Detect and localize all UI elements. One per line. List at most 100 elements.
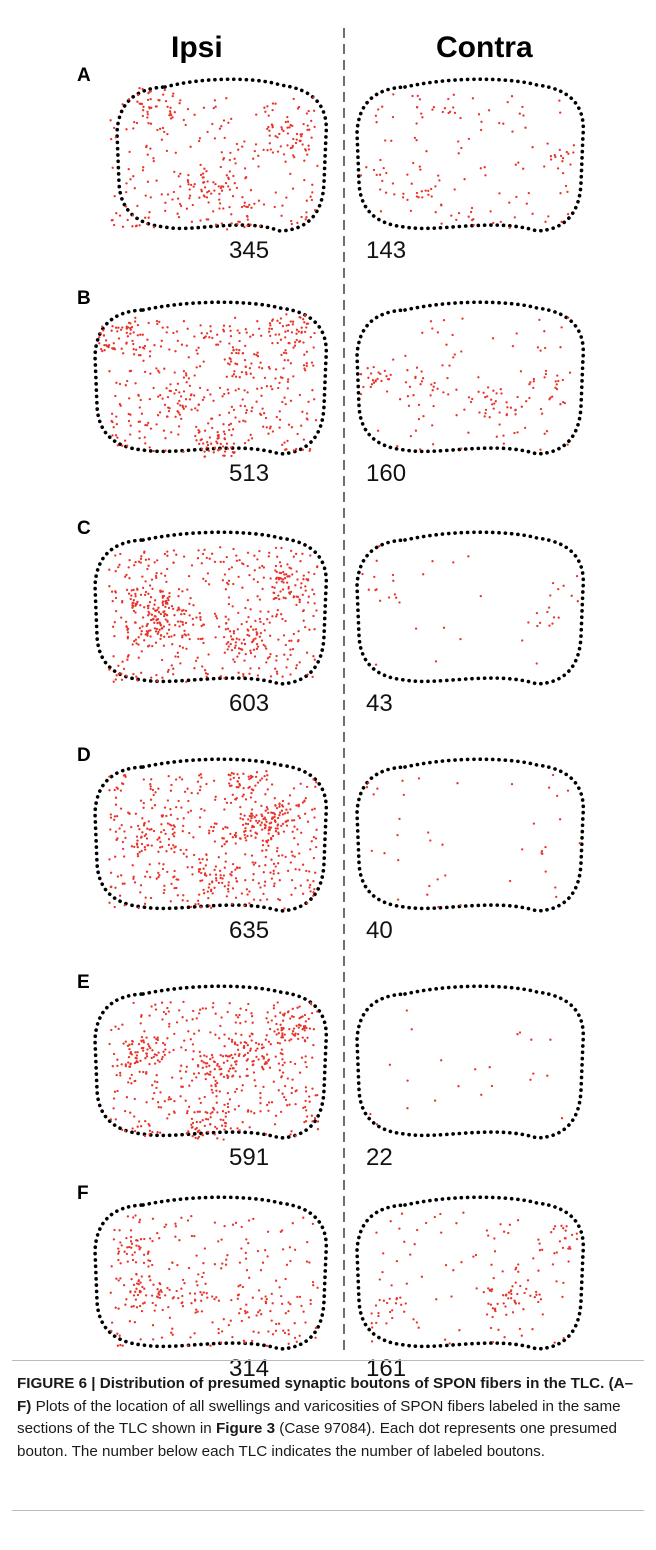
bouton-dot [205,853,208,857]
bouton-dot [153,1062,157,1065]
bouton-dot [289,549,293,553]
bouton-dot [250,816,253,820]
bouton-dot [214,798,217,801]
bouton-dot [211,1091,214,1094]
bouton-dot [280,613,283,616]
bouton-dot [219,340,222,343]
bouton-dot [308,447,312,451]
bouton-dot [223,651,226,654]
bouton-dot [418,98,422,101]
bouton-dot [130,1082,133,1085]
bouton-dot [129,1240,133,1243]
bouton-dot [226,1105,230,1109]
bouton-dot [305,412,309,415]
bouton-dot [280,353,283,357]
bouton-dot [208,1064,211,1067]
bouton-dot [482,391,485,394]
bouton-dot [176,1263,179,1267]
bouton-dot [143,639,146,642]
bouton-dot [249,1049,252,1052]
bouton-dot [267,114,270,117]
bouton-dot [316,1093,319,1097]
bouton-dot [397,858,400,862]
bouton-dot [401,196,405,199]
bouton-dot [265,661,268,664]
bouton-dot [266,105,269,108]
bouton-dot [270,1019,273,1022]
bouton-dot [475,1287,478,1290]
bouton-dot [195,1308,198,1311]
bouton-dot [117,1279,120,1282]
bouton-dot [486,395,489,398]
bouton-dot [258,598,262,601]
bouton-dot [143,1030,146,1033]
bouton-dot [258,549,261,553]
bouton-dot [234,896,238,899]
bouton-dot [245,888,249,891]
bouton-dot [486,386,490,389]
bouton-dot [188,1292,192,1295]
caption-figure-reference[interactable]: Figure 3 [215,1420,276,1437]
bouton-dot [282,570,285,574]
bouton-dot [109,828,112,831]
bouton-dot [480,1093,483,1096]
bouton-dot [260,334,263,337]
bouton-dot [124,1040,127,1043]
bouton-dot [266,788,269,791]
bouton-dot [575,1232,578,1235]
bouton-dot [569,163,572,166]
bouton-dot [439,1212,442,1216]
bouton-dot [177,655,180,659]
bouton-dot [243,814,246,817]
bouton-dot [292,632,295,636]
bouton-dot [156,632,159,636]
bouton-dot [219,442,222,446]
bouton-dot [227,185,230,188]
bouton-dot [157,606,160,609]
bouton-dot [145,145,148,149]
bouton-dot [551,395,554,398]
bouton-dot [114,830,118,833]
bouton-dot [114,796,118,799]
bouton-dot [166,870,169,874]
bouton-dot [284,1312,287,1315]
bouton-dot [306,153,309,156]
bouton-dot [208,904,211,907]
bouton-dot [204,864,207,867]
bouton-dot [291,187,295,190]
bouton-dot [158,371,161,374]
bouton-dot [159,1091,162,1094]
bouton-dot [425,150,428,153]
bouton-dot [149,1279,152,1282]
bouton-dot [148,1133,151,1136]
bouton-dot [546,610,549,614]
bouton-dot [164,99,168,103]
bouton-dot [242,1339,246,1342]
bouton-dot [237,1054,241,1058]
caption-panel-range: (A–F) [17,1375,634,1415]
bouton-dot [560,220,563,223]
bouton-dot [175,330,179,333]
bouton-dot [209,1116,212,1119]
bouton-dot [273,1123,277,1126]
bouton-dot [443,107,447,110]
bouton-dot [288,1246,292,1249]
bouton-dot [249,829,252,832]
bouton-dot [306,1240,309,1244]
bouton-dot [146,604,149,608]
bouton-dot [517,161,520,164]
bouton-dot [565,150,568,154]
bouton-dot [168,1113,171,1116]
bouton-dot [252,1059,255,1063]
bouton-dot [249,651,253,655]
bouton-dot [300,331,303,334]
bouton-dot [220,151,223,154]
bouton-dot [467,555,470,558]
bouton-dot [133,120,136,124]
bouton-dot [251,333,255,337]
bouton-dot [243,389,246,392]
bouton-dot [169,383,172,386]
bouton-dot [256,320,259,323]
bouton-dot [200,776,203,779]
